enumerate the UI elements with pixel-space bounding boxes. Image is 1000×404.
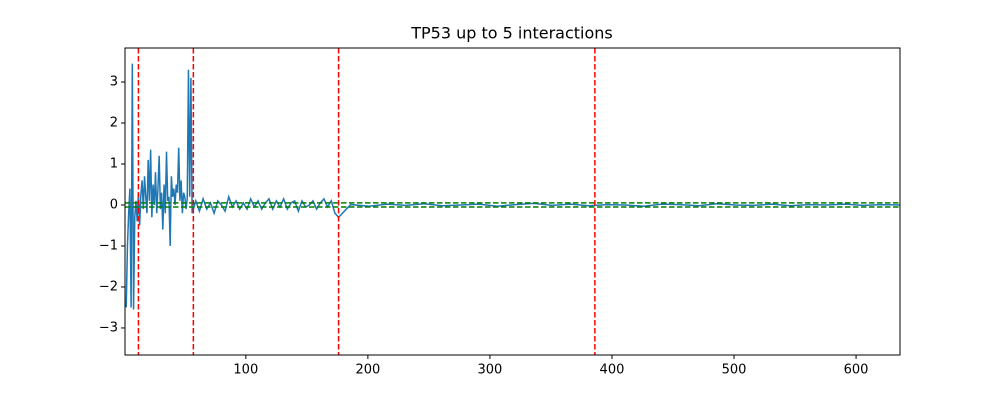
x-tick-label: 500: [722, 363, 747, 378]
y-tick-label: 3: [110, 75, 118, 90]
x-tick-label: 400: [600, 363, 625, 378]
plot-frame: [124, 47, 901, 356]
y-tick-label: −1: [99, 238, 118, 253]
y-tick-label: 1: [110, 156, 118, 171]
x-tick-label: 300: [478, 363, 503, 378]
y-tick-label: −3: [99, 320, 118, 335]
x-tick-label: 200: [355, 363, 380, 378]
x-tick-label: 600: [844, 363, 869, 378]
y-tick-label: −2: [99, 279, 118, 294]
x-tick-label: 100: [233, 363, 258, 378]
y-tick-label: 0: [110, 197, 118, 212]
y-tick-label: 2: [110, 116, 118, 131]
data-line: [125, 63, 901, 310]
chart-title: TP53 up to 5 interactions: [410, 24, 613, 43]
